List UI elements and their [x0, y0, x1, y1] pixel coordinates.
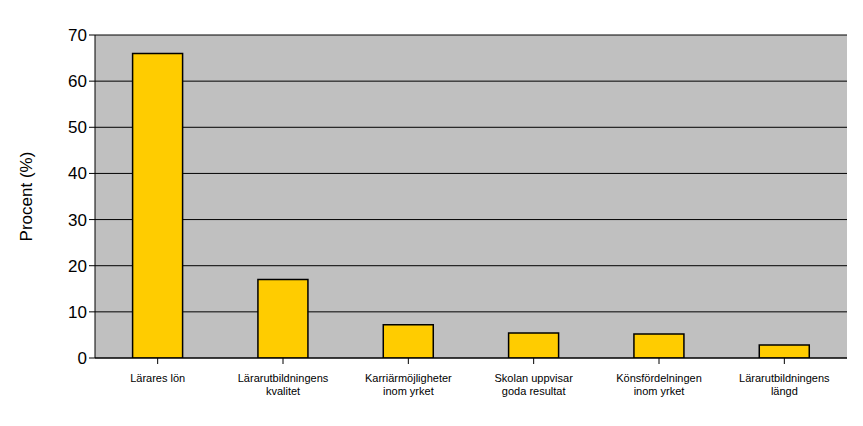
svg-text:70: 70: [68, 26, 87, 45]
svg-text:30: 30: [68, 211, 87, 230]
svg-text:0: 0: [78, 349, 87, 368]
svg-text:Lärares lön: Lärares lön: [130, 372, 185, 384]
svg-text:Karriärmöjligheterinom yrket: Karriärmöjligheterinom yrket: [365, 372, 452, 397]
svg-text:Lärarutbildningenslängd: Lärarutbildningenslängd: [739, 372, 830, 397]
svg-text:Könsfördelningeninom yrket: Könsfördelningeninom yrket: [616, 372, 702, 397]
svg-text:50: 50: [68, 118, 87, 137]
svg-text:Skolan uppvisargoda resultat: Skolan uppvisargoda resultat: [495, 372, 574, 397]
svg-text:Procent (%): Procent (%): [17, 152, 36, 242]
svg-text:20: 20: [68, 257, 87, 276]
svg-text:Lärarutbildningenskvalitet: Lärarutbildningenskvalitet: [238, 372, 329, 397]
svg-text:10: 10: [68, 303, 87, 322]
svg-text:60: 60: [68, 72, 87, 91]
svg-text:40: 40: [68, 164, 87, 183]
